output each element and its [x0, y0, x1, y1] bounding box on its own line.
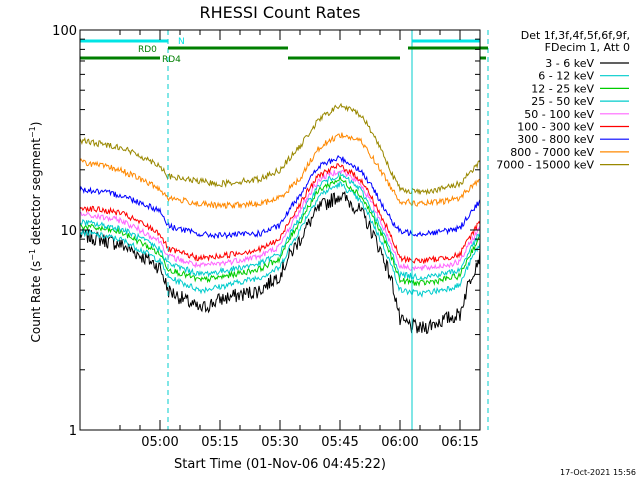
x-axis-label: Start Time (01-Nov-06 04:45:22) — [174, 457, 386, 472]
series-line-800-7000-kev — [79, 132, 481, 210]
x-tick-label-06-15: 06:15 — [441, 435, 478, 450]
flag-label-rd4: RD4 — [162, 55, 181, 65]
legend-header-2: FDecim 1, Att 0 — [545, 41, 630, 54]
legend-label-25-50-kev: 25 - 50 keV — [531, 95, 594, 108]
timestamp: 17-Oct-2021 15:56 — [560, 468, 636, 477]
flag-label-rd0: RD0 — [138, 45, 157, 55]
series-line-300-800-kev — [79, 154, 481, 240]
vertical-lines-layer — [167, 30, 489, 430]
x-tick-label-05-45: 05:45 — [321, 435, 358, 450]
y-axis-label-mid: detector segment — [29, 138, 43, 249]
legend-label-3-6-kev: 3 - 6 keV — [545, 57, 594, 70]
y-axis-label-main: Count Rate (s — [29, 261, 43, 343]
legend-label-300-800-kev: 300 - 800 keV — [517, 133, 594, 146]
series-line-100-300-kev — [79, 163, 481, 264]
series-line-50-100-kev — [79, 169, 481, 272]
y-tick-label-10: 10 — [60, 224, 77, 239]
x-tick-label-05-00: 05:00 — [141, 435, 178, 450]
flag-bars-layer: N RD0 RD4 — [80, 37, 488, 65]
y-tick-label-100: 100 — [52, 24, 77, 39]
legend-label-6-12-kev: 6 - 12 keV — [538, 70, 594, 83]
legend-header-1: Det 1f,3f,4f,5f,6f,9f, — [521, 29, 630, 42]
axis-layer: 1 10 100 05:00 05:15 05:30 05:45 06:00 06:15 — [52, 24, 481, 450]
flag-label-n: N — [178, 37, 185, 47]
plot-frame — [79, 29, 481, 431]
y-axis-label: Count Rate (s−1 detector segment−1) — [28, 122, 43, 343]
x-tick-label-06-00: 06:00 — [381, 435, 418, 450]
y-axis-label-exp1: −1 — [28, 249, 37, 261]
series-line-7000-15000-kev — [79, 102, 481, 196]
chart-title: RHESSI Count Rates — [200, 3, 361, 22]
x-tick-label-05-30: 05:30 — [261, 435, 298, 450]
series-line-3-6-kev — [79, 190, 481, 335]
legend-label-50-100-kev: 50 - 100 keV — [524, 108, 594, 121]
series-line-6-12-kev — [79, 180, 481, 298]
legend-label-800-7000-kev: 800 - 7000 keV — [510, 146, 594, 159]
y-axis-label-end: ) — [29, 122, 43, 127]
legend-label-12-25-kev: 12 - 25 keV — [531, 82, 594, 95]
legend: Det 1f,3f,4f,5f,6f,9f,FDecim 1, Att 0 3 -… — [496, 29, 630, 172]
legend-label-7000-15000-kev: 7000 - 15000 keV — [496, 159, 594, 172]
x-tick-label-05-15: 05:15 — [201, 435, 238, 450]
series-layer — [79, 102, 481, 335]
series-line-25-50-kev — [79, 170, 481, 281]
series-line-12-25-kev — [79, 174, 481, 287]
legend-label-100-300-kev: 100 - 300 keV — [517, 121, 594, 134]
y-axis-label-exp2: −1 — [28, 126, 37, 138]
y-tick-label-1: 1 — [69, 424, 77, 439]
